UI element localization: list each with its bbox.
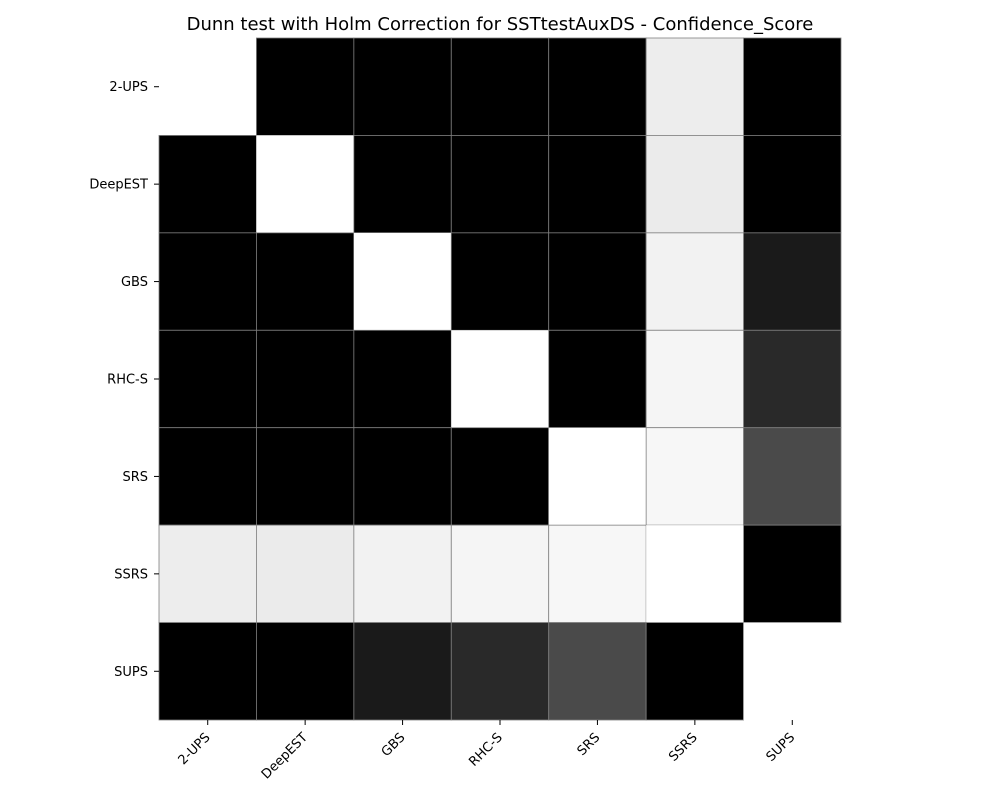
heatmap-cell-masked [743,622,841,720]
heatmap-cell-srs-deepest [256,427,355,526]
heatmap-cell-rhc-s-sups [743,329,842,429]
heatmap-cell-deepest-ssrs [645,135,744,234]
x-tick-label: RHC-S [466,730,505,769]
x-tick-label: GBS [379,730,409,760]
heatmap-cell-ssrs-2-ups [158,524,257,623]
x-tick-label: SSRS [666,730,701,765]
heatmap-cell-gbs-deepest [256,232,355,331]
heatmap-cell-masked [646,525,744,623]
heatmap-cell-2-ups-gbs [353,37,452,136]
heatmap-cell-ssrs-rhc-s [450,524,550,623]
heatmap-cell-rhc-s-deepest [256,329,355,429]
heatmap-cell-ssrs-deepest [256,524,355,623]
heatmap-cell-deepest-srs [548,135,647,234]
heatmap-cell-gbs-sups [743,232,842,331]
heatmap-cell-gbs-srs [548,232,647,331]
heatmap-cell-rhc-s-2-ups [158,329,257,429]
heatmap-cell-sups-rhc-s [450,622,550,721]
y-axis-ticks: 2-UPS DeepEST GBS RHC-S SRS SSRS SUPS [89,80,159,680]
heatmap-cell-2-ups-deepest [256,37,355,136]
heatmap-cell-rhc-s-ssrs [645,329,744,429]
heatmap-cell-srs-2-ups [158,427,257,526]
heatmap-cell-2-ups-ssrs [645,37,744,136]
y-tick-label: DeepEST [89,178,148,193]
heatmap-cell-2-ups-sups [743,37,842,136]
heatmap-cell-masked [159,38,257,136]
heatmap-cell-sups-deepest [256,622,355,721]
heatmap-cell-sups-ssrs [645,622,744,721]
heatmap-cell-2-ups-srs [548,37,647,136]
y-tick-label: SRS [122,470,148,485]
x-axis-ticks: 2-UPS DeepEST GBS RHC-S SRS SSRS SUPS [176,720,798,782]
heatmap-cell-2-ups-rhc-s [450,37,550,136]
heatmap-cell-gbs-rhc-s [450,232,550,331]
heatmap-cell-srs-ssrs [645,427,744,526]
heatmap-cell-srs-gbs [353,427,452,526]
heatmap-cell-ssrs-srs [548,524,647,623]
heatmap-cell-masked [256,135,354,233]
x-tick-label: DeepEST [259,730,311,782]
y-tick-label: RHC-S [107,373,148,388]
heatmap-cells [158,37,842,721]
heatmap-cell-rhc-s-srs [548,329,647,429]
x-tick-label: 2-UPS [176,730,214,768]
chart-title: Dunn test with Holm Correction for SSTte… [187,14,814,35]
y-tick-label: SUPS [114,665,148,680]
heatmap-cell-masked [353,232,452,331]
heatmap-cell-deepest-2-ups [158,135,257,234]
heatmap-cell-masked [451,330,549,428]
heatmap-cell-deepest-sups [743,135,842,234]
x-tick-label: SRS [575,730,604,759]
y-tick-label: SSRS [114,567,148,582]
heatmap-cell-srs-rhc-s [450,427,550,526]
y-tick-label: GBS [121,275,148,290]
heatmap-cell-deepest-gbs [353,135,452,234]
heatmap-cell-srs-sups [743,427,842,526]
heatmap-cell-gbs-2-ups [158,232,257,331]
heatmap-cell-gbs-ssrs [645,232,744,331]
heatmap-cell-deepest-rhc-s [450,135,550,234]
heatmap-cell-sups-2-ups [158,622,257,721]
x-tick-label: SUPS [764,730,799,765]
heatmap-cell-masked [548,427,647,526]
heatmap-cell-ssrs-gbs [353,524,452,623]
heatmap-cell-rhc-s-gbs [353,329,452,429]
heatmap-cell-sups-gbs [353,622,452,721]
heatmap-cell-sups-srs [548,622,647,721]
heatmap-cell-ssrs-sups [743,524,842,623]
y-tick-label: 2-UPS [109,80,148,95]
